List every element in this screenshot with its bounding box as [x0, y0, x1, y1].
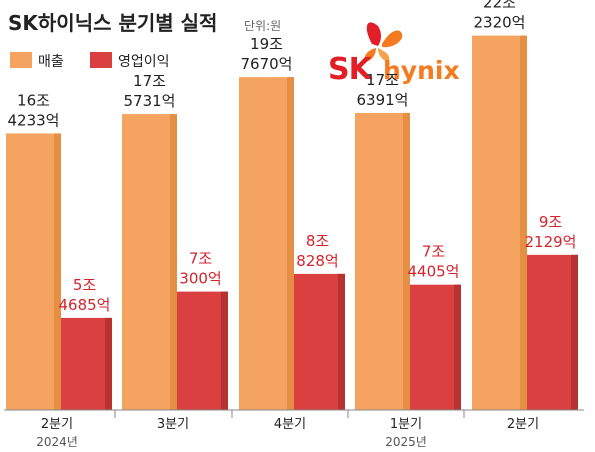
operating-profit-data-label: 7조	[189, 250, 213, 268]
revenue-data-label: 4233억	[8, 111, 60, 129]
x-tick-label: 4분기	[274, 417, 306, 432]
revenue-bar-shade	[520, 35, 527, 410]
revenue-bar	[122, 114, 177, 410]
revenue-data-label: 7670억	[241, 55, 293, 73]
x-year-label: 2024년	[36, 435, 78, 449]
butterfly-icon	[364, 22, 403, 62]
revenue-bar	[6, 133, 61, 410]
operating-profit-bar-shade	[105, 317, 112, 410]
x-tick-label: 1분기	[390, 417, 422, 432]
operating-profit-data-label: 4685억	[59, 296, 111, 314]
bars-layer	[6, 35, 578, 411]
revenue-bar-shade	[54, 133, 61, 410]
legend-swatch-operating-profit	[90, 52, 112, 68]
revenue-data-label: 2320억	[474, 14, 526, 32]
sk-hynix-logo: SK hynix	[328, 22, 460, 87]
revenue-data-label: 6391억	[357, 91, 409, 109]
x-axis-ticks: 2분기 2024년 3분기 4분기 1분기 2025년 2분기	[36, 410, 539, 449]
logo-sk-text: SK	[328, 52, 374, 87]
x-tick-label: 3분기	[157, 417, 189, 432]
revenue-bar	[472, 35, 527, 410]
operating-profit-bar	[173, 291, 228, 410]
x-tick-label: 2분기	[41, 417, 73, 432]
operating-profit-bar-shade	[221, 291, 228, 410]
operating-profit-data-label: 4405억	[408, 263, 460, 281]
revenue-data-label: 19조	[250, 35, 283, 53]
revenue-bar	[355, 112, 410, 411]
operating-profit-bar	[406, 284, 461, 410]
x-tick-label: 2분기	[507, 417, 539, 432]
operating-profit-data-label: 9조	[539, 213, 563, 231]
x-year-label: 2025년	[385, 435, 427, 449]
operating-profit-bar	[290, 273, 345, 410]
logo-hynix-text: hynix	[383, 56, 460, 85]
revenue-data-label: 16조	[17, 91, 50, 109]
labels-layer: 5조 4685억 7조 300억 8조 828억 7조 4405억 9조 2129억 16조 4233…	[8, 0, 577, 314]
revenue-data-label: 5731억	[124, 92, 176, 110]
legend-label-revenue: 매출	[38, 54, 64, 70]
operating-profit-bar-shade	[338, 273, 345, 410]
revenue-data-label: 17조	[133, 72, 166, 90]
revenue-bar-shade	[287, 77, 294, 410]
revenue-bar	[239, 77, 294, 410]
revenue-data-label: 22조	[483, 0, 516, 12]
operating-profit-data-label: 828억	[296, 252, 338, 270]
legend-label-operating-profit: 영업이익	[118, 54, 170, 70]
operating-profit-data-label: 7조	[422, 243, 446, 261]
operating-profit-bar	[57, 317, 112, 410]
revenue-bar-shade	[170, 114, 177, 410]
operating-profit-bar-shade	[571, 254, 578, 410]
legend-swatch-revenue	[10, 52, 32, 68]
operating-profit-bar-shade	[454, 284, 461, 410]
operating-profit-data-label: 5조	[73, 276, 97, 294]
operating-profit-data-label: 300억	[179, 270, 221, 288]
operating-profit-data-label: 8조	[306, 232, 330, 250]
operating-profit-data-label: 2129억	[525, 233, 577, 251]
unit-note: 단위:원	[244, 19, 281, 33]
revenue-data-label: 17조	[366, 71, 399, 89]
revenue-bar-shade	[403, 112, 410, 411]
chart-title: SK하이닉스 분기별 실적	[8, 11, 217, 35]
operating-profit-bar	[523, 254, 578, 410]
